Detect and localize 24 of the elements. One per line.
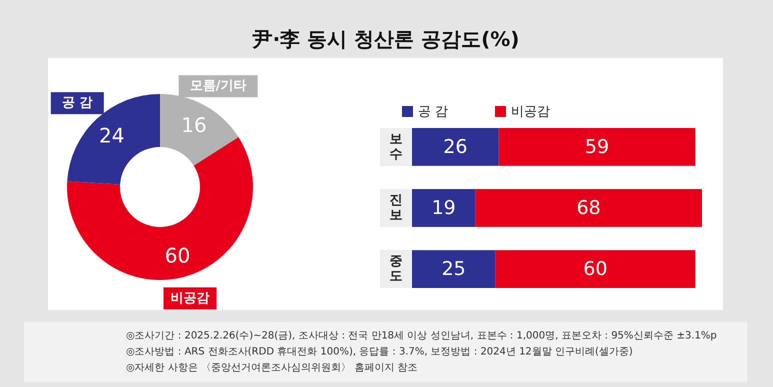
data-label: 59 [584,136,610,158]
data-label: 24 [99,124,124,148]
bar [475,189,702,227]
bar [495,250,696,288]
data-label: 60 [583,258,608,280]
y-tick-label: 진보 [390,193,402,223]
bar [498,128,696,166]
y-tick-label: 보수 [390,132,402,162]
legend-label: 비공감 [511,104,550,120]
data-label: 16 [181,113,207,138]
slice-label: 모름/기타 [190,78,247,94]
data-label: 26 [443,136,468,158]
legend-label: 공 감 [418,104,448,120]
text: 尹·李 동시 청산론 공감도(%) [252,27,520,51]
data-label: 19 [432,197,456,219]
text: ◎조사방법 : ARS 전화조사(RDD 휴대전화 100%), 응답률 : 3.7%, 보정방법 : 2024년 12월말 인구비례(셀가중) [126,346,633,358]
text: ◎조사기간 : 2025.2.26(수)~28(금), 조사대상 : 전국 만18세 이상 성인남녀, 표본수 : 1,000명, 표본오차 : 95%신뢰수준 ±3.1%p [126,330,717,342]
slice-label: 비공감 [170,290,210,306]
data-label: 25 [442,258,466,280]
slice-label: 공 감 [62,96,93,111]
data-label: 60 [164,243,190,268]
text: ◎자세한 사항은 〈중앙선거여론조사심의위원회〉 홈페이지 참조 [126,362,418,374]
data-label: 68 [576,197,601,219]
y-tick-label: 중도 [390,254,402,284]
